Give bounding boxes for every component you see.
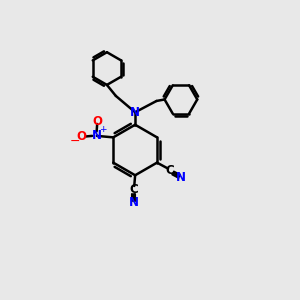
Text: N: N: [130, 106, 140, 119]
Text: O: O: [92, 115, 102, 128]
Text: O: O: [76, 130, 86, 143]
Text: −: −: [69, 135, 80, 148]
Text: N: N: [92, 129, 102, 142]
Text: N: N: [129, 196, 139, 208]
Text: C: C: [165, 164, 174, 178]
Text: +: +: [99, 125, 106, 134]
Text: N: N: [176, 171, 186, 184]
Text: C: C: [129, 183, 138, 196]
